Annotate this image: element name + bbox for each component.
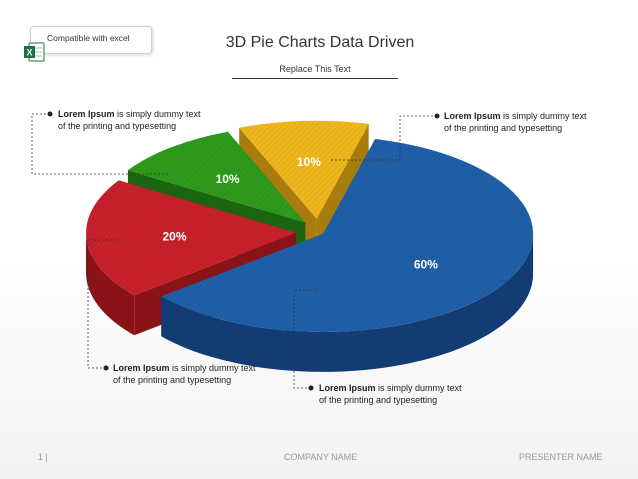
callout-line1: Lorem Ipsum is simply dummy text bbox=[444, 110, 587, 122]
callout-line2: of the printing and typesetting bbox=[319, 395, 438, 405]
callout-top-left: Lorem Ipsum is simply dummy text of the … bbox=[58, 108, 201, 132]
compatibility-badge: X Compatible with excel bbox=[24, 26, 152, 62]
callout-line1: Lorem Ipsum is simply dummy text bbox=[113, 362, 256, 374]
slice-label: 60% bbox=[414, 257, 438, 271]
connector-dot bbox=[103, 365, 109, 371]
company-name: COMPANY NAME bbox=[284, 452, 358, 462]
callout-line2: of the printing and typesetting bbox=[444, 123, 563, 133]
svg-text:X: X bbox=[26, 48, 32, 58]
callout-text: is simply dummy text bbox=[114, 109, 201, 119]
page-number: 1 | bbox=[38, 452, 48, 462]
slice-texture bbox=[86, 180, 296, 296]
callout-line2: of the printing and typesetting bbox=[58, 121, 177, 131]
callout-connectors bbox=[31, 111, 440, 391]
callout-bold: Lorem Ipsum bbox=[319, 383, 376, 393]
page-subtitle: Replace This Text bbox=[232, 64, 398, 79]
callout-bottom-right: Lorem Ipsum is simply dummy text of the … bbox=[319, 382, 462, 406]
callout-text: is simply dummy text bbox=[169, 363, 256, 373]
callout-top-right: Lorem Ipsum is simply dummy text of the … bbox=[444, 110, 587, 134]
slice-texture bbox=[161, 139, 534, 332]
pie-slice-60pct bbox=[161, 139, 534, 372]
slice-texture bbox=[239, 120, 369, 219]
connector-bottom-right bbox=[293, 289, 318, 389]
slice-outer-wall bbox=[86, 232, 135, 336]
callout-bottom-left: Lorem Ipsum is simply dummy text of the … bbox=[113, 362, 256, 386]
callout-text: is simply dummy text bbox=[375, 383, 462, 393]
callout-line2: of the printing and typesetting bbox=[113, 375, 232, 385]
slice-texture bbox=[127, 131, 306, 223]
callout-bold: Lorem Ipsum bbox=[444, 111, 501, 121]
slice-label: 10% bbox=[297, 155, 321, 169]
connector-dot bbox=[308, 385, 314, 391]
slice-label: 10% bbox=[216, 172, 240, 186]
connector-top-left bbox=[31, 113, 168, 175]
callout-line1: Lorem Ipsum is simply dummy text bbox=[319, 382, 462, 394]
callout-bold: Lorem Ipsum bbox=[58, 109, 115, 119]
page-title: 3D Pie Charts Data Driven bbox=[225, 34, 415, 51]
connector-top-right bbox=[330, 115, 437, 161]
callout-text: is simply dummy text bbox=[500, 111, 587, 121]
callout-line1: Lorem Ipsum is simply dummy text bbox=[58, 108, 201, 120]
connector-dot bbox=[47, 111, 53, 117]
presenter-name: PRESENTER NAME bbox=[519, 452, 603, 462]
connector-bottom-left bbox=[87, 239, 120, 369]
connector-dot bbox=[434, 113, 440, 119]
callout-bold: Lorem Ipsum bbox=[113, 363, 170, 373]
badge-label: Compatible with excel bbox=[47, 33, 130, 43]
excel-icon: X bbox=[24, 42, 45, 62]
slice-outer-wall bbox=[161, 233, 534, 372]
slice-label: 20% bbox=[162, 229, 186, 243]
